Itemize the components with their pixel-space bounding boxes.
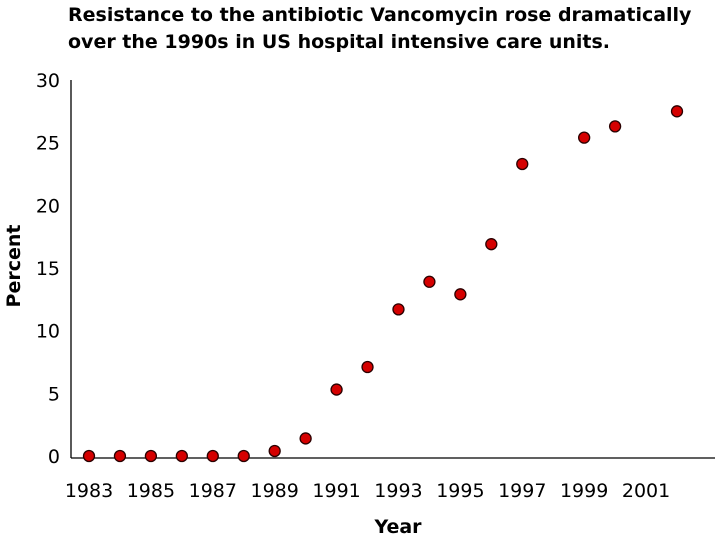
- chart-title-line-2: over the 1990s in US hospital intensive …: [68, 31, 611, 53]
- y-tick-label: 15: [36, 258, 60, 280]
- x-tick-label: 1997: [498, 480, 546, 502]
- data-point: [175, 449, 188, 463]
- y-tick-label: 5: [48, 383, 60, 405]
- x-tick-labels: 1983 1985 1987 1989 1991 1993 1995 1997 1999 2001: [65, 480, 670, 502]
- y-tick-labels: 0 5 10 15 20 25 30: [36, 70, 60, 468]
- data-point: [206, 449, 219, 463]
- x-axis-title: Year: [373, 516, 422, 538]
- x-tick-label: 1985: [127, 480, 175, 502]
- data-point: [423, 275, 436, 288]
- data-point: [330, 383, 343, 396]
- y-tick-label: 30: [36, 70, 60, 92]
- x-tick-label: 1991: [312, 480, 360, 502]
- y-tick-label: 20: [36, 195, 60, 217]
- data-point: [485, 238, 498, 251]
- chart-title-line-1: Resistance to the antibiotic Vancomycin …: [68, 4, 692, 26]
- data-point: [516, 157, 529, 171]
- data-points: [82, 105, 684, 463]
- data-point: [268, 444, 281, 458]
- y-axis-title: Percent: [3, 225, 25, 308]
- data-point: [144, 449, 158, 463]
- data-point: [361, 360, 374, 374]
- x-tick-label: 1993: [374, 480, 422, 502]
- y-tick-label: 0: [48, 446, 60, 468]
- data-point: [113, 449, 127, 463]
- x-tick-label: 1995: [436, 480, 484, 502]
- x-tick-label: 1987: [189, 480, 237, 502]
- data-point: [578, 131, 591, 144]
- data-point: [237, 449, 250, 463]
- data-point: [299, 432, 312, 445]
- x-tick-label: 2001: [622, 480, 670, 502]
- data-point: [608, 120, 622, 133]
- data-point: [454, 288, 467, 301]
- chart-title: Resistance to the antibiotic Vancomycin …: [68, 2, 718, 56]
- x-tick-label: 1999: [560, 480, 608, 502]
- x-tick-label: 1983: [65, 480, 113, 502]
- data-point: [392, 303, 405, 316]
- y-tick-label: 25: [36, 133, 60, 155]
- x-tick-label: 1989: [251, 480, 299, 502]
- y-tick-label: 10: [36, 321, 60, 343]
- data-point: [670, 105, 684, 118]
- data-point: [82, 449, 96, 463]
